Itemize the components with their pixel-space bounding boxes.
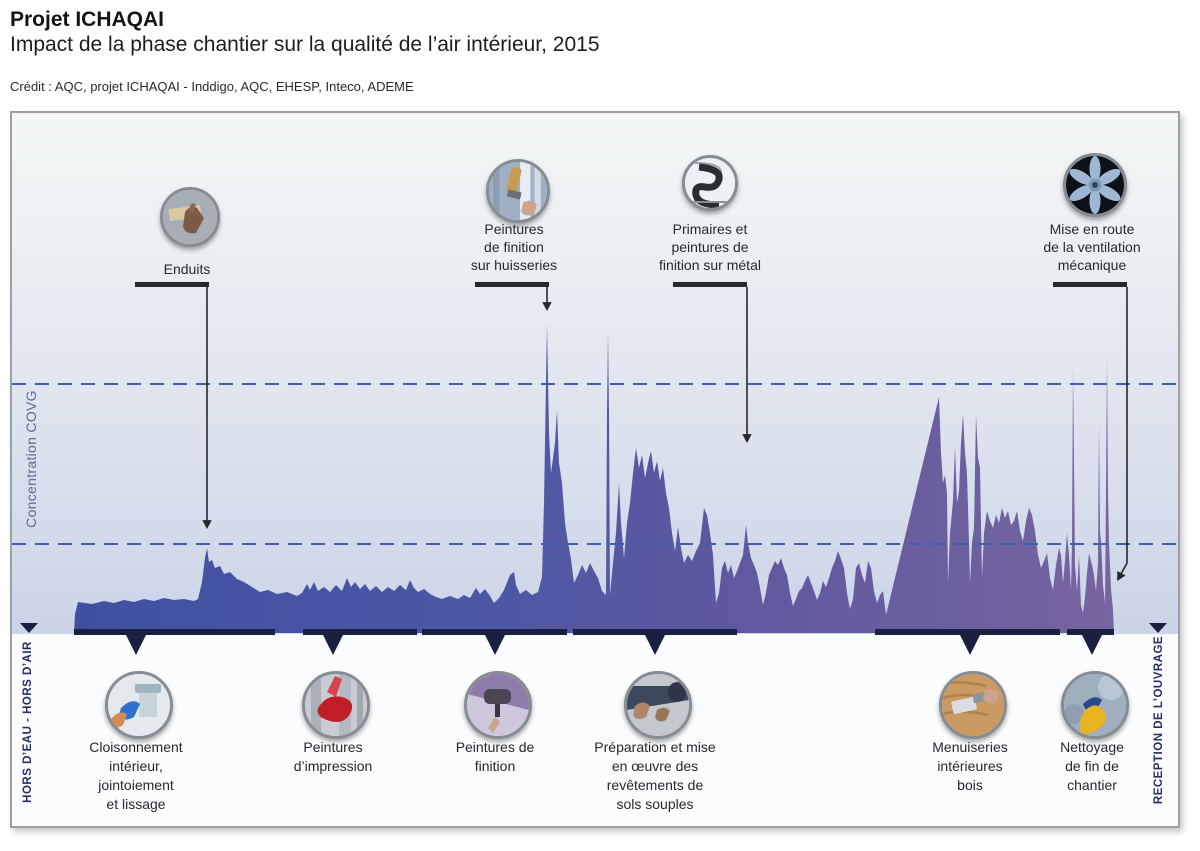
timeline-segment-2 [422, 629, 567, 635]
y-axis-label: Concentration COVG [23, 390, 39, 528]
timeline-segment-3 [573, 629, 737, 635]
covg-area-chart [12, 282, 1178, 655]
phase-end-marker-icon [1149, 623, 1167, 633]
trowel-hand-icon [160, 187, 220, 247]
annotation-menuiseries-label: Menuiseries intérieures bois [932, 739, 1008, 793]
connector-arrowhead-2 [742, 434, 752, 443]
paint-roller-icon [464, 671, 532, 739]
connector-line-3 [1120, 287, 1128, 575]
annotation-ventilation-label: Mise en route de la ventilation mécaniqu… [1043, 221, 1141, 273]
timeline-segment-4 [875, 629, 1060, 635]
covg-concentration-area [74, 324, 1114, 633]
phase-start-label: HORS D’EAU - HORS D’AIR [22, 641, 34, 803]
floor-laying-icon [624, 671, 692, 739]
annotation-primaires-label: Primaires et peintures de finition sur m… [659, 221, 761, 273]
annotation-enduits-label: Enduits [163, 261, 211, 277]
timeline-segment-0 [74, 629, 275, 635]
cleaning-glove-icon [1061, 671, 1129, 739]
plaster-trowel-icon [105, 671, 173, 739]
door-paintbrush-icon [486, 159, 550, 223]
phase-start-marker-icon [20, 623, 38, 633]
timeline-segment-1 [303, 629, 417, 635]
timeline-notch-2 [484, 633, 506, 655]
timeline-notch-0 [125, 633, 147, 655]
annotation-impression-label: Peintures d’impression [293, 739, 373, 774]
chart-panel: Concentration COVG HORS D’EAU - HORS D’A… [10, 111, 1180, 828]
page-subtitle: Impact de la phase chantier sur la quali… [10, 33, 600, 56]
credit-line: Crédit : AQC, projet ICHAQAI - Inddigo, … [10, 79, 414, 94]
annotation-huisseries-label: Peintures de finition sur huisseries [470, 221, 558, 273]
annotation-finition-label: Peintures de finition [455, 739, 535, 774]
page-title: Projet ICHAQAI [10, 8, 165, 31]
connector-bar-1 [475, 282, 549, 287]
fan-icon [1063, 153, 1127, 217]
timeline-notch-3 [644, 633, 666, 655]
timeline-segment-5 [1067, 629, 1114, 635]
timeline-notch-4 [959, 633, 981, 655]
connector-arrowhead-1 [542, 302, 552, 311]
annotation-sols-souples-label: Préparation et mise en œuvre des revêtem… [594, 739, 716, 812]
wood-brush-icon [939, 671, 1007, 739]
connector-bar-3 [1053, 282, 1127, 287]
connector-arrowhead-0 [202, 520, 212, 529]
annotation-cloisonnement-label: Cloisonnement intérieur, jointoiement et… [89, 739, 183, 812]
timeline-notch-1 [322, 633, 344, 655]
connector-arrowhead-3 [1117, 571, 1126, 582]
spiral-staircase-icon [682, 155, 738, 211]
timeline-notch-5 [1081, 633, 1103, 655]
annotation-nettoyage-label: Nettoyage de fin de chantier [1060, 739, 1124, 793]
connector-bar-2 [673, 282, 747, 287]
paint-pour-icon [302, 671, 370, 739]
connector-bar-0 [135, 282, 209, 287]
